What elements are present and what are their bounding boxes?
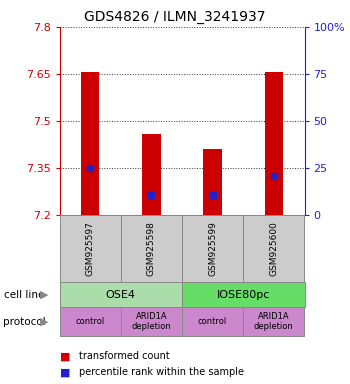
Text: transformed count: transformed count [79, 351, 169, 361]
Text: control: control [76, 317, 105, 326]
Text: GSM925600: GSM925600 [270, 221, 278, 276]
Text: GSM925597: GSM925597 [86, 221, 94, 276]
Text: GDS4826 / ILMN_3241937: GDS4826 / ILMN_3241937 [84, 10, 266, 23]
Bar [265, 72, 283, 215]
Bar [81, 72, 99, 215]
Text: ARID1A
depletion: ARID1A depletion [254, 312, 294, 331]
Text: ARID1A
depletion: ARID1A depletion [132, 312, 171, 331]
Text: GSM925599: GSM925599 [208, 221, 217, 276]
Text: GSM925598: GSM925598 [147, 221, 156, 276]
Bar [142, 134, 161, 215]
Text: ▶: ▶ [40, 290, 48, 300]
Text: control: control [198, 317, 227, 326]
Bar [203, 149, 222, 215]
Text: IOSE80pc: IOSE80pc [217, 290, 270, 300]
Text: ■: ■ [60, 351, 70, 361]
Text: OSE4: OSE4 [106, 290, 136, 300]
Text: cell line: cell line [4, 290, 44, 300]
Text: ▶: ▶ [40, 316, 48, 327]
Text: protocol: protocol [4, 316, 46, 327]
Text: percentile rank within the sample: percentile rank within the sample [79, 367, 244, 377]
Text: ■: ■ [60, 367, 70, 377]
